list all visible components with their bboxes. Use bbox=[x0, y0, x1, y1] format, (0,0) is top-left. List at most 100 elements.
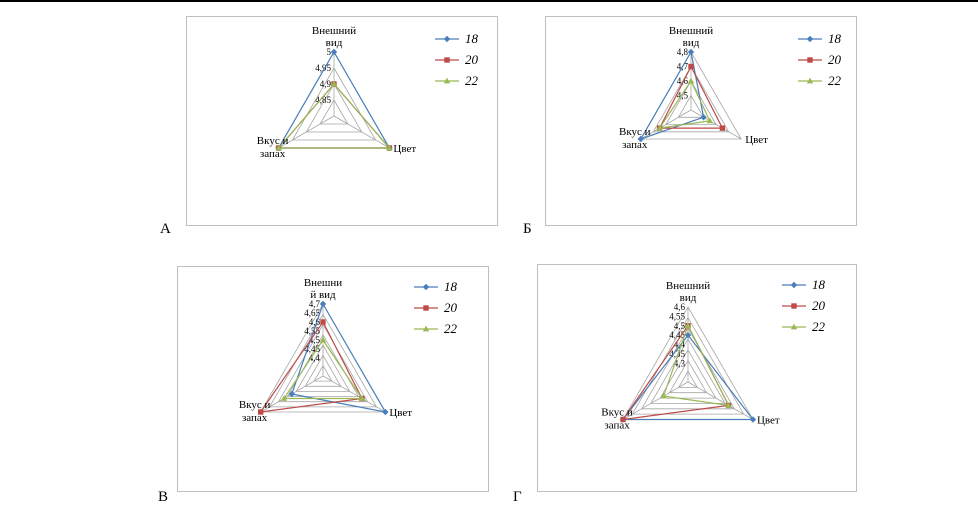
gridline bbox=[313, 364, 333, 382]
data-point-18 bbox=[319, 300, 327, 308]
tick-label: 4,85 bbox=[315, 95, 331, 105]
series-line-18 bbox=[291, 302, 387, 413]
gridline bbox=[668, 359, 708, 394]
tick-label: 4,45 bbox=[304, 344, 320, 354]
legend-marker-20 bbox=[791, 303, 797, 309]
legend-marker-22 bbox=[806, 77, 814, 84]
tick-label: 4,65 bbox=[304, 308, 320, 318]
legend-label-22: 22 bbox=[828, 73, 842, 88]
axis-label-color: Цвет bbox=[757, 415, 780, 427]
tick-label: 4,55 bbox=[304, 326, 320, 336]
tick-label: 4,3 bbox=[674, 358, 686, 368]
gridline bbox=[640, 327, 736, 410]
legend-marker-20 bbox=[807, 57, 813, 63]
data-point-18 bbox=[330, 48, 338, 56]
series-line-22 bbox=[658, 79, 711, 129]
axis-label-appearance: вид bbox=[683, 37, 700, 49]
axis-label-taste-smell: Вкус и bbox=[257, 135, 289, 147]
series-line-22 bbox=[282, 338, 364, 400]
legend-marker-22 bbox=[422, 325, 430, 332]
data-point-22 bbox=[275, 144, 282, 151]
legend-label-22: 22 bbox=[444, 321, 458, 336]
axis-label-taste-smell: Вкус и bbox=[239, 399, 271, 411]
legend-label-18: 18 bbox=[465, 31, 479, 46]
axis-spoke bbox=[622, 381, 689, 420]
data-point-22 bbox=[684, 322, 692, 329]
legend-marker-18 bbox=[790, 281, 798, 289]
tick-label: 4,95 bbox=[315, 63, 331, 73]
legend-marker-20 bbox=[444, 57, 450, 63]
data-point-22 bbox=[386, 144, 393, 151]
axis-label-appearance: Внешний bbox=[666, 280, 710, 292]
tick-label: 5 bbox=[327, 47, 332, 57]
legend-marker-18 bbox=[443, 35, 451, 43]
data-point-18 bbox=[637, 135, 644, 143]
gridline bbox=[659, 349, 717, 399]
legend-label-22: 22 bbox=[465, 73, 479, 88]
tick-label: 4,55 bbox=[669, 311, 685, 321]
data-point-20 bbox=[719, 125, 726, 131]
tick-label: 4,45 bbox=[669, 330, 685, 340]
tick-label: 4,6 bbox=[677, 76, 689, 86]
gridline bbox=[678, 370, 698, 388]
data-point-22 bbox=[280, 395, 288, 401]
axis-spoke bbox=[690, 109, 742, 140]
data-point-18 bbox=[687, 48, 695, 56]
gridline bbox=[652, 65, 730, 133]
gridline bbox=[677, 94, 705, 118]
axis-label-taste-smell: Вкус и bbox=[619, 126, 651, 138]
legend-label-18: 18 bbox=[828, 31, 842, 46]
panel-label-d: Г bbox=[513, 489, 522, 505]
series-line-22 bbox=[662, 324, 730, 407]
legend-marker-22 bbox=[443, 77, 451, 84]
data-point-22 bbox=[687, 77, 695, 84]
data-point-22 bbox=[656, 124, 663, 131]
gridline bbox=[295, 344, 351, 392]
data-point-22 bbox=[706, 117, 714, 124]
data-point-22 bbox=[725, 402, 732, 408]
axis-label-appearance: Внешний bbox=[669, 25, 713, 37]
gridline bbox=[650, 338, 726, 404]
radar-chart-a: 4,85 4,9 4,95 5 Внешний вид Цвет Вкус и запах 18 2… bbox=[186, 16, 498, 226]
axis-label-appearance: Внешний bbox=[312, 25, 356, 37]
series-line-18 bbox=[621, 334, 755, 421]
data-point-20 bbox=[620, 416, 626, 423]
gridline bbox=[305, 83, 363, 133]
legend-label-20: 20 bbox=[828, 52, 842, 67]
axis-label-taste-smell: запах bbox=[622, 139, 648, 151]
data-point-20 bbox=[688, 63, 694, 70]
axis-label-taste-smell: запах bbox=[604, 420, 630, 432]
legend-marker-20 bbox=[423, 305, 429, 311]
axis-label-taste-smell: запах bbox=[242, 412, 268, 424]
legend-label-22: 22 bbox=[812, 319, 826, 334]
data-point-18 bbox=[382, 408, 389, 416]
radar-chart-d: 4,3 4,35 4,4 4,45 4,5 4,55 4,6 Внешний вид Цвет Вк… bbox=[537, 264, 857, 492]
data-point-18 bbox=[684, 331, 692, 339]
legend-marker-18 bbox=[422, 283, 430, 291]
data-point-18 bbox=[288, 390, 296, 398]
tick-label: 4,6 bbox=[309, 317, 321, 327]
tick-label: 4,35 bbox=[669, 349, 685, 359]
panel-label-c: В bbox=[158, 489, 169, 505]
tick-label: 4,5 bbox=[677, 91, 689, 101]
axis-label-color: Цвет bbox=[393, 143, 416, 155]
tick-label: 4,9 bbox=[320, 79, 332, 89]
data-point-20 bbox=[257, 409, 264, 415]
axis-label-taste-smell: Вкус и bbox=[601, 407, 633, 419]
axis-spoke bbox=[322, 375, 386, 413]
axis-label-appearance: вид bbox=[680, 292, 697, 304]
legend-label-18: 18 bbox=[444, 279, 458, 294]
axis-label-color: Цвет bbox=[745, 134, 768, 146]
series-line-20 bbox=[658, 65, 724, 129]
tick-label: 4,8 bbox=[677, 47, 689, 57]
axis-spoke bbox=[278, 115, 335, 149]
axis-label-appearance: й вид bbox=[310, 289, 336, 301]
axis-label-taste-smell: запах bbox=[260, 148, 286, 160]
data-point-20 bbox=[320, 319, 326, 325]
legend-label-18: 18 bbox=[812, 277, 826, 292]
axis-spoke bbox=[640, 109, 692, 140]
gridline bbox=[665, 80, 717, 125]
legend-label-20: 20 bbox=[465, 52, 479, 67]
data-point-22 bbox=[330, 80, 338, 87]
legend-marker-18 bbox=[806, 35, 814, 43]
